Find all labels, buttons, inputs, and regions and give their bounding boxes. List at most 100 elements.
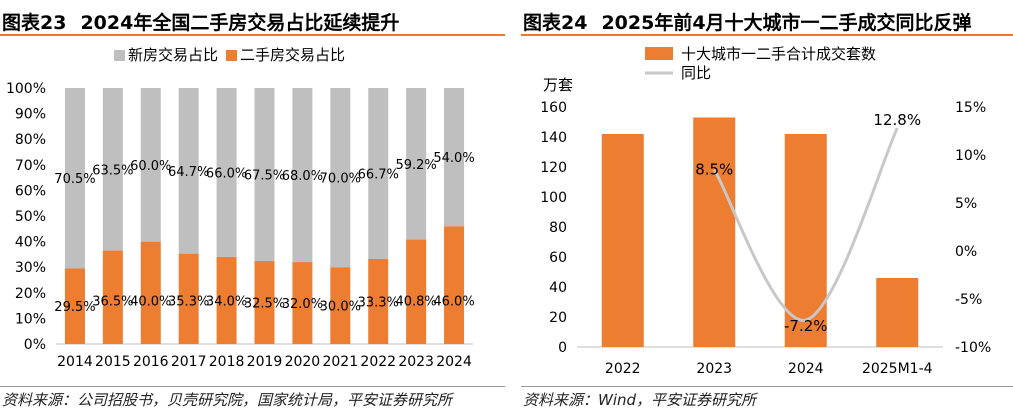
x-tick-label: 2015: [95, 354, 131, 370]
x-tick-label: 2025M1-4: [862, 361, 933, 377]
x-tick-label: 2022: [360, 354, 396, 370]
data-label-newhome: 68.0%: [282, 169, 323, 184]
data-label-newhome: 59.2%: [395, 158, 436, 173]
bar-secondhand: [330, 267, 351, 344]
bar-transactions: [601, 134, 644, 347]
bar-transactions: [693, 117, 736, 347]
data-label-newhome: 70.0%: [320, 172, 361, 187]
y-tick-label: 0%: [24, 337, 46, 353]
left-source-bar: 资料来源：公司招股书，贝壳研究院，国家统计局，平安证券研究所: [0, 386, 505, 413]
y-tick-left-label: 60: [549, 250, 567, 266]
legend-label: 二手房交易占比: [240, 46, 345, 64]
data-label-secondhand: 40.8%: [395, 294, 436, 309]
y-tick-left-label: 140: [540, 130, 567, 146]
x-tick-label: 2023: [398, 354, 434, 370]
bar-newhome: [254, 88, 275, 261]
data-label-secondhand: 34.0%: [206, 294, 247, 309]
y-tick-label: 10%: [15, 311, 46, 327]
legend-bar-swatch: [645, 47, 673, 60]
left-figure-number: 图表23: [2, 12, 67, 34]
right-source-bar: 资料来源：Wind，平安证券研究所: [521, 386, 1013, 413]
y-tick-label: 80%: [15, 132, 46, 148]
right-source-note: 资料来源：Wind，平安证券研究所: [523, 391, 757, 409]
right-figure-number: 图表24: [523, 12, 588, 34]
data-label-secondhand: 33.3%: [358, 295, 399, 310]
bar-secondhand: [444, 226, 465, 344]
bar-transactions: [876, 278, 919, 347]
line-data-label: 12.8%: [873, 111, 921, 129]
y-tick-label: 50%: [15, 209, 46, 225]
x-tick-label: 2017: [171, 354, 207, 370]
bar-newhome: [102, 88, 123, 251]
right-figure-panel: 图表24 2025年前4月十大城市一二手成交同比反弹 十大城市一二手合计成交套数同…: [521, 0, 1013, 414]
x-tick-label: 2022: [605, 361, 641, 377]
y-tick-right-label: 10%: [955, 148, 986, 164]
y-tick-label: 90%: [15, 107, 46, 123]
y-axis-left-title: 万套: [543, 76, 573, 94]
data-label-secondhand: 32.5%: [244, 296, 285, 311]
bar-secondhand: [102, 250, 123, 344]
bar-secondhand: [216, 256, 237, 344]
stacked-share-chart: 新房交易占比 二手房交易占比 0% 10% 20% 30% 40% 50% 60% 70% 80% 9…: [6, 46, 475, 370]
legend-label: 新房交易占比: [128, 46, 218, 64]
y-tick-label: 30%: [15, 260, 46, 276]
x-tick-label: 2018: [209, 354, 245, 370]
y-tick-left-label: 40: [549, 280, 567, 296]
legend-bar-label: 十大城市一二手合计成交套数: [681, 45, 876, 63]
bar-secondhand: [140, 241, 161, 344]
y-tick-right-label: 5%: [955, 196, 977, 212]
x-tick-label: 2024: [788, 361, 824, 377]
line-data-label: -7.2%: [784, 317, 828, 335]
data-label-newhome: 66.0%: [206, 166, 247, 181]
y-tick-label: 60%: [15, 183, 46, 199]
data-label-newhome: 66.7%: [358, 167, 399, 182]
data-label-newhome: 70.5%: [54, 172, 95, 187]
bar-secondhand: [254, 260, 275, 344]
x-tick-label: 2019: [247, 354, 283, 370]
left-figure-caption: 2024年全国二手房交易占比延续提升: [80, 12, 400, 34]
y-tick-label: 20%: [15, 286, 46, 302]
bar-newhome: [444, 88, 465, 227]
bar-newhome: [178, 88, 199, 254]
y-tick-left-label: 20: [549, 310, 567, 326]
data-label-secondhand: 29.5%: [54, 300, 95, 315]
bar-newhome: [64, 88, 85, 269]
line-yoy-series: [712, 127, 899, 322]
bar-secondhand: [368, 258, 389, 344]
data-label-newhome: 63.5%: [92, 163, 133, 178]
left-figure-title: 图表23 2024年全国二手房交易占比延续提升: [2, 8, 413, 35]
right-title-bar: 图表24 2025年前4月十大城市一二手成交同比反弹: [521, 4, 1013, 36]
data-label-secondhand: 46.0%: [433, 294, 474, 309]
data-label-secondhand: 40.0%: [130, 294, 171, 309]
left-source-note: 资料来源：公司招股书，贝壳研究院，国家统计局，平安证券研究所: [2, 391, 453, 409]
x-tick-label: 2024: [436, 354, 472, 370]
y-tick-right-label: 15%: [955, 100, 986, 116]
legend-line-label: 同比: [681, 64, 711, 82]
legend-swatch: [114, 50, 125, 61]
y-tick-left-label: 100: [540, 190, 567, 206]
x-tick-label: 2016: [133, 354, 169, 370]
left-figure-panel: 图表23 2024年全国二手房交易占比延续提升 新房交易占比 二手房交易占比 0% 10…: [0, 0, 505, 414]
data-label-newhome: 54.0%: [433, 151, 474, 166]
data-label-secondhand: 30.0%: [320, 300, 361, 315]
bar-newhome: [368, 88, 389, 259]
data-label-secondhand: 35.3%: [168, 294, 209, 309]
bar-newhome: [140, 88, 161, 242]
bar-newhome: [292, 88, 313, 263]
right-figure-caption: 2025年前4月十大城市一二手成交同比反弹: [601, 12, 972, 34]
y-tick-label: 40%: [15, 235, 46, 251]
y-tick-right-label: -10%: [955, 340, 991, 356]
x-tick-label: 2020: [285, 354, 321, 370]
data-label-newhome: 60.0%: [130, 159, 171, 174]
legend-swatch: [226, 50, 237, 61]
left-title-bar: 图表23 2024年全国二手房交易占比延续提升: [0, 4, 505, 36]
y-tick-right-label: 0%: [955, 244, 977, 260]
bar-secondhand: [292, 262, 313, 344]
bar-secondhand: [406, 239, 427, 344]
bar-transactions: [784, 134, 827, 347]
x-tick-label: 2021: [322, 354, 358, 370]
x-tick-label: 2014: [57, 354, 93, 370]
y-tick-label: 100%: [6, 81, 46, 97]
line-data-label: 8.5%: [695, 160, 733, 178]
